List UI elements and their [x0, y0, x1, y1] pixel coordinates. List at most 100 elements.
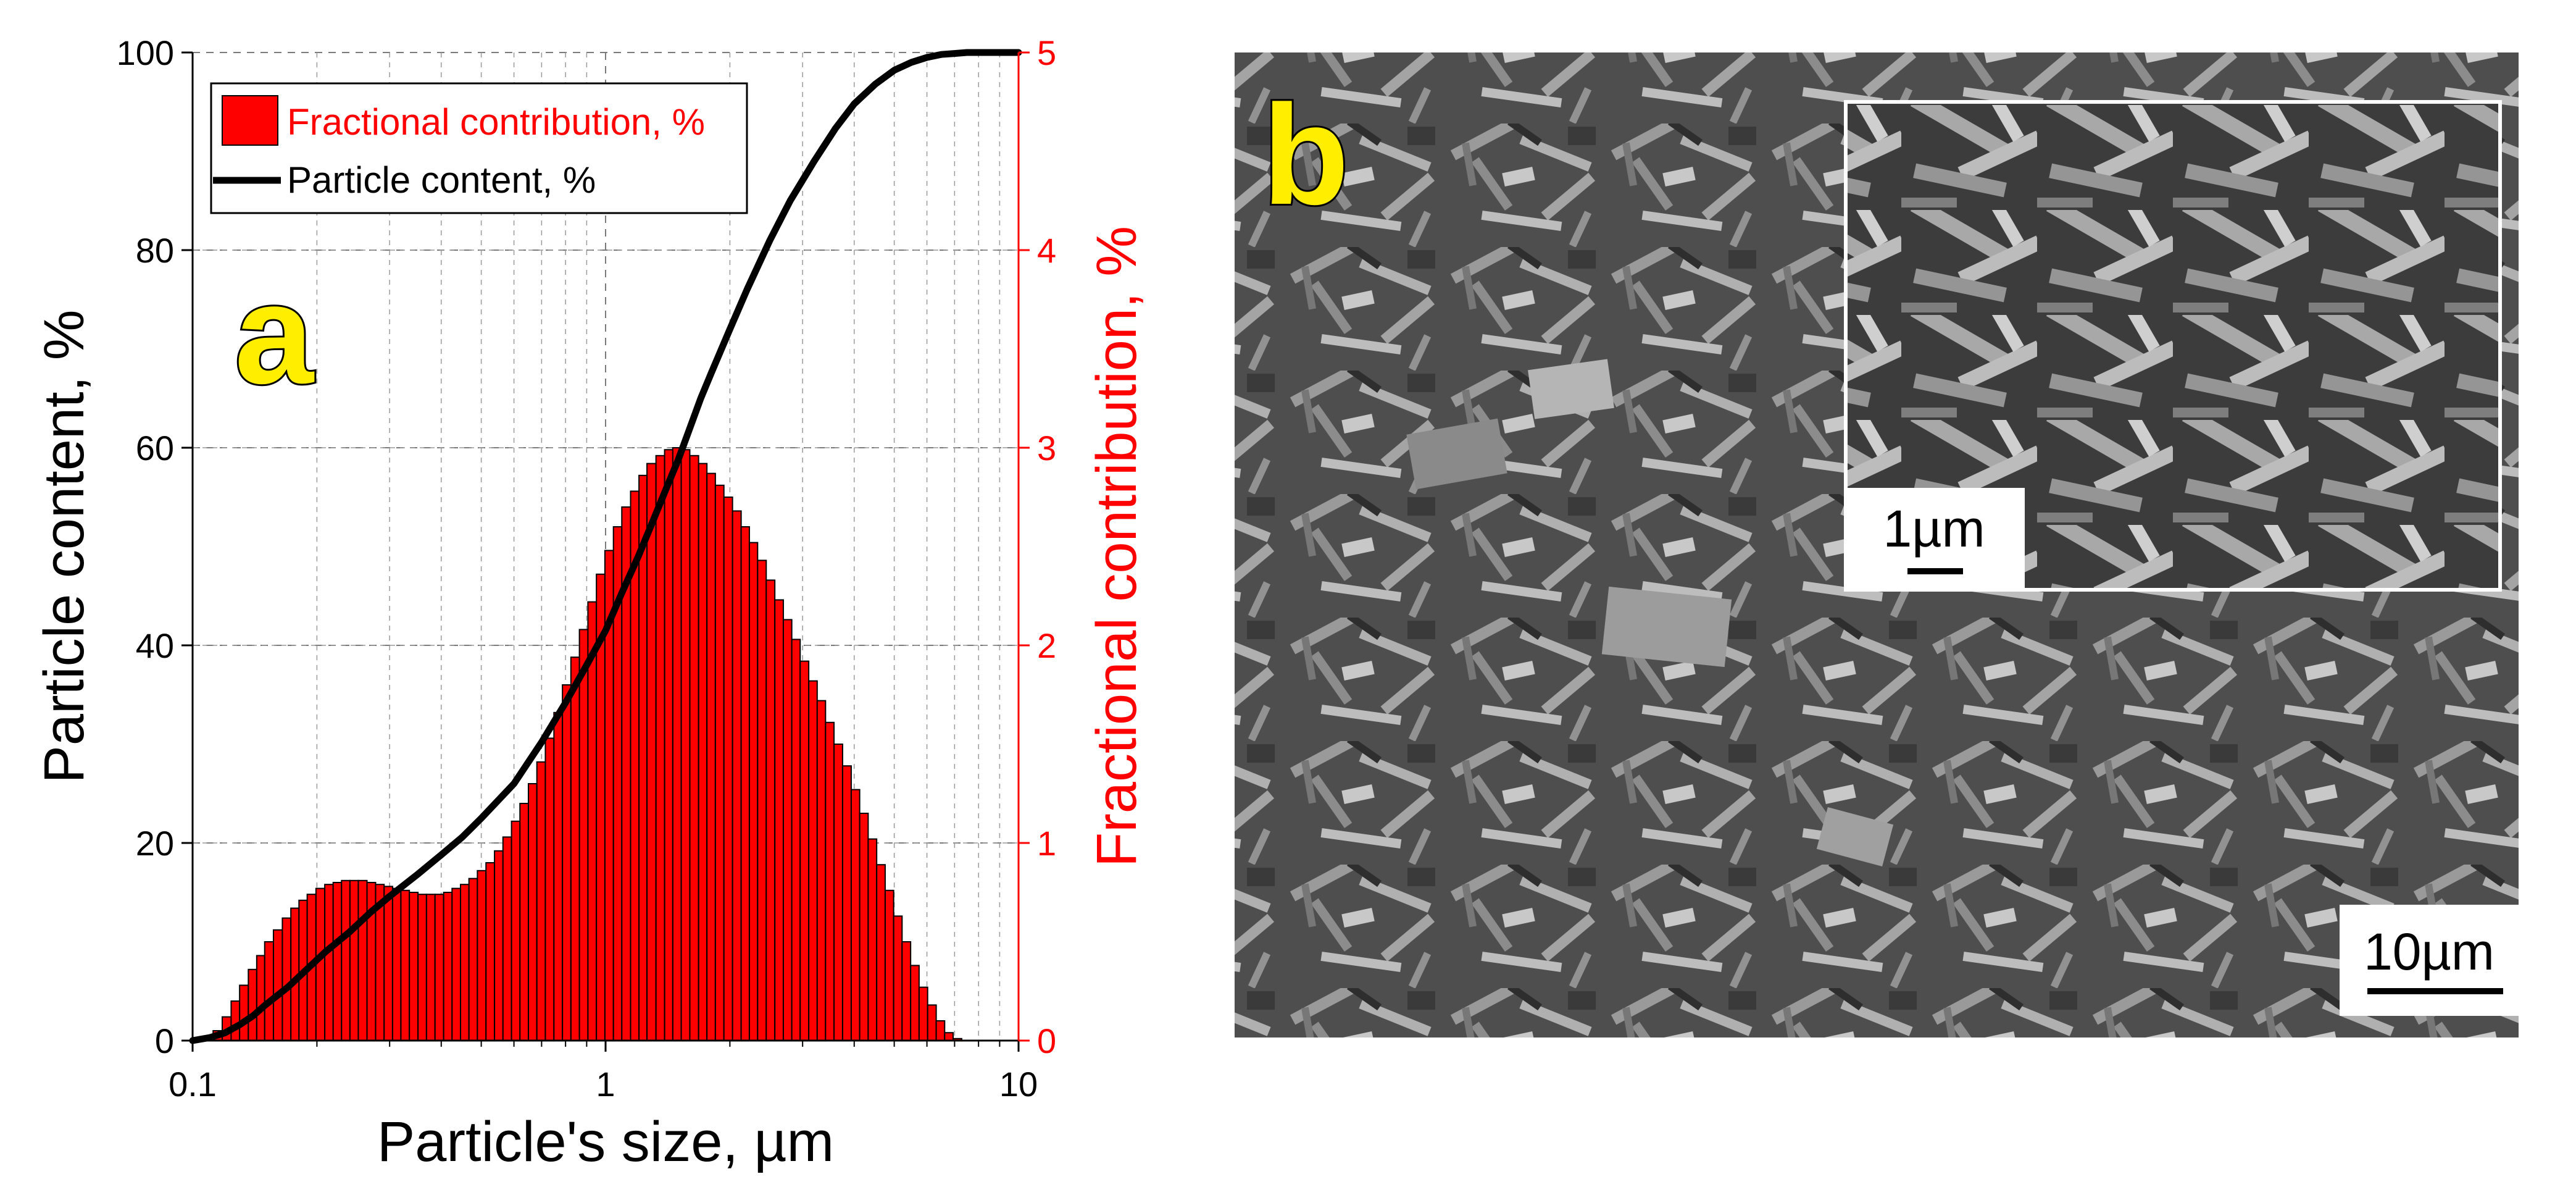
left-y-tick-label: 20: [136, 824, 174, 863]
histogram-bar: [409, 892, 419, 1041]
left-y-tick-label: 0: [155, 1021, 174, 1060]
histogram-bar: [485, 862, 496, 1041]
histogram-bar: [553, 711, 564, 1042]
inset-scale-label: 1µm: [1883, 500, 1985, 558]
histogram-bar: [927, 1004, 937, 1042]
histogram-bar: [901, 941, 912, 1041]
x-axis-title: Particle's size, µm: [377, 1110, 834, 1173]
right-y-tick-label: 5: [1037, 33, 1056, 72]
histogram-bar: [740, 526, 750, 1041]
histogram-bar: [910, 965, 920, 1042]
histogram-bar: [451, 887, 461, 1041]
histogram-bar: [672, 447, 682, 1041]
histogram-bar: [714, 484, 725, 1041]
histogram-bar: [918, 986, 928, 1041]
histogram-bar: [264, 941, 274, 1041]
histogram-bar: [884, 889, 894, 1042]
left-y-tick-label: 60: [136, 429, 174, 467]
histogram-bar: [417, 894, 427, 1041]
histogram-bar: [680, 449, 691, 1041]
histogram-bar: [272, 929, 283, 1042]
sem-panel-b: b 1µm 10µm: [1235, 52, 2519, 1037]
right-y-tick-label: 0: [1037, 1021, 1056, 1060]
histogram-bar: [893, 915, 903, 1042]
sem-flake: [1601, 586, 1732, 668]
cumulative-curve: [189, 49, 1022, 1044]
particle-content-line: [189, 49, 1022, 1044]
sem-flake: [1528, 359, 1614, 419]
histogram-bar: [315, 887, 326, 1041]
x-tick-label: 0.1: [169, 1065, 217, 1104]
histogram-bar: [391, 887, 402, 1041]
histogram-bar: [850, 789, 861, 1041]
histogram-bar: [527, 783, 538, 1041]
histogram-bar: [587, 601, 598, 1041]
histogram-bar: [349, 879, 359, 1042]
histogram-bar: [782, 619, 793, 1041]
histogram-bar: [494, 850, 504, 1042]
x-tick-label: 10: [999, 1065, 1038, 1104]
histogram-bar: [434, 894, 444, 1041]
histogram-bar: [816, 700, 827, 1041]
right-y-axis-title: Fractional contribution, %: [1085, 226, 1148, 867]
legend-swatch-bars: [222, 95, 278, 146]
histogram-bar: [808, 680, 818, 1041]
histogram-bar: [332, 882, 343, 1041]
histogram-bar: [578, 629, 589, 1041]
histogram-bars: [212, 447, 962, 1042]
left-y-tick-label: 100: [117, 33, 174, 72]
right-y-tick-label: 1: [1037, 824, 1056, 863]
left-y-tick-label: 80: [136, 231, 174, 270]
histogram-bar: [519, 803, 529, 1041]
histogram-bar: [825, 721, 835, 1042]
histogram-bar: [536, 761, 546, 1042]
histogram-bar: [876, 864, 886, 1041]
histogram-bar: [748, 542, 759, 1041]
histogram-bar: [248, 968, 257, 1042]
histogram-bar: [562, 684, 572, 1041]
main-scale-box: [2340, 905, 2519, 1016]
histogram-bar: [723, 497, 733, 1041]
legend-label-line: Particle content, %: [287, 159, 596, 201]
histogram-bar: [664, 449, 673, 1041]
histogram-bar: [468, 878, 478, 1041]
histogram-bar: [867, 838, 878, 1041]
histogram-bar: [799, 660, 810, 1041]
sem-flake: [1406, 418, 1507, 490]
main-scale-label: 10µm: [2364, 923, 2495, 981]
histogram-bar: [281, 917, 292, 1041]
x-tick-label: 1: [596, 1065, 615, 1104]
histogram-bar: [791, 639, 801, 1041]
histogram-bar: [383, 886, 393, 1042]
left-y-tick-label: 40: [136, 626, 174, 665]
histogram-bar: [646, 463, 657, 1041]
histogram-bar: [459, 884, 470, 1041]
histogram-bar: [357, 879, 368, 1042]
histogram-bar: [774, 599, 784, 1041]
histogram-bar: [443, 892, 453, 1041]
histogram-bar: [765, 579, 776, 1041]
histogram-bar: [757, 560, 767, 1041]
right-y-tick-label: 3: [1037, 429, 1056, 467]
histogram-bar: [859, 813, 869, 1041]
histogram-bar: [425, 894, 436, 1041]
histogram-bar: [502, 836, 512, 1042]
histogram-bar: [944, 1032, 954, 1041]
legend: Fractional contribution, % Particle cont…: [210, 82, 748, 214]
histogram-bar: [239, 984, 249, 1042]
legend-label-bars: Fractional contribution, %: [287, 101, 705, 143]
histogram-bar: [511, 820, 521, 1042]
histogram-bar: [732, 510, 742, 1041]
right-y-tick-label: 4: [1037, 231, 1056, 270]
histogram-bar: [230, 1000, 241, 1041]
histogram-bar: [689, 455, 699, 1041]
left-y-axis-title: Particle content, %: [33, 309, 96, 783]
right-y-tick-label: 2: [1037, 626, 1056, 665]
panel-label-b: b: [1262, 75, 1349, 234]
histogram-bar: [477, 870, 487, 1042]
histogram-bar: [400, 889, 411, 1042]
histogram-bar: [833, 744, 843, 1041]
